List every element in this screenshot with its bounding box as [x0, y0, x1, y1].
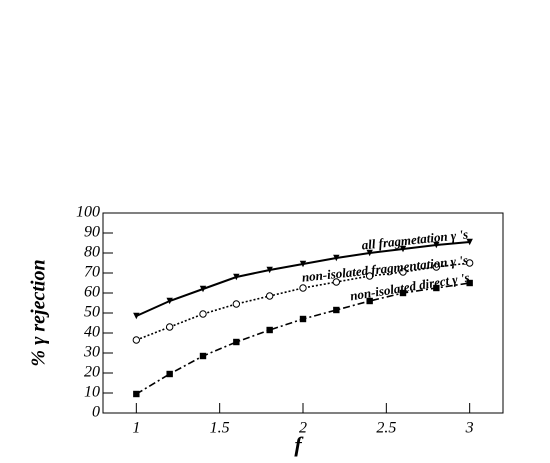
marker — [233, 273, 240, 281]
x-tick-label: 1.5 — [210, 420, 230, 437]
marker — [266, 266, 273, 274]
x-tick-label: 2 — [299, 420, 307, 437]
marker — [432, 263, 441, 271]
marker — [433, 284, 440, 292]
y-tick-label: 80 — [84, 244, 100, 261]
y-axis-label: % γ rejection — [28, 259, 50, 366]
marker — [333, 254, 340, 262]
x-tick-label: 3 — [465, 420, 474, 437]
y-tick-label: 30 — [83, 344, 100, 361]
x-tick-label: 2.5 — [376, 420, 396, 437]
y-tick-label: 20 — [84, 364, 100, 381]
marker — [466, 238, 473, 246]
marker — [333, 306, 340, 314]
y-tick-label: 70 — [84, 264, 100, 281]
y-tick-label: 50 — [84, 304, 100, 321]
x-tick-label: 1 — [132, 420, 140, 437]
marker — [199, 352, 207, 360]
marker — [399, 268, 407, 276]
y-tick-label: 90 — [84, 224, 100, 241]
marker — [299, 284, 307, 292]
marker — [199, 285, 207, 293]
x-axis-label: f — [294, 432, 304, 457]
series-line — [135, 282, 470, 395]
marker — [232, 300, 241, 308]
marker — [199, 310, 207, 318]
y-tick-label: 100 — [76, 204, 100, 221]
y-tick-label: 10 — [84, 384, 100, 401]
marker — [366, 249, 373, 257]
y-tick-label: 0 — [92, 404, 100, 421]
marker — [465, 259, 474, 267]
marker — [132, 336, 141, 344]
marker — [133, 390, 140, 398]
marker — [366, 297, 373, 305]
series-label: all fragmetation γ 's — [361, 226, 469, 252]
marker — [266, 326, 273, 334]
marker — [265, 292, 274, 300]
y-tick-label: 40 — [84, 324, 100, 341]
marker — [332, 278, 341, 286]
marker — [433, 241, 440, 249]
marker — [299, 260, 307, 268]
marker — [233, 338, 240, 346]
marker — [166, 297, 173, 305]
marker — [133, 312, 140, 320]
y-tick-label: 60 — [84, 284, 100, 301]
marker — [165, 323, 174, 331]
marker — [399, 245, 407, 253]
marker — [365, 272, 374, 280]
marker — [399, 289, 407, 297]
marker — [466, 279, 473, 287]
marker — [299, 315, 307, 323]
marker — [166, 370, 173, 378]
